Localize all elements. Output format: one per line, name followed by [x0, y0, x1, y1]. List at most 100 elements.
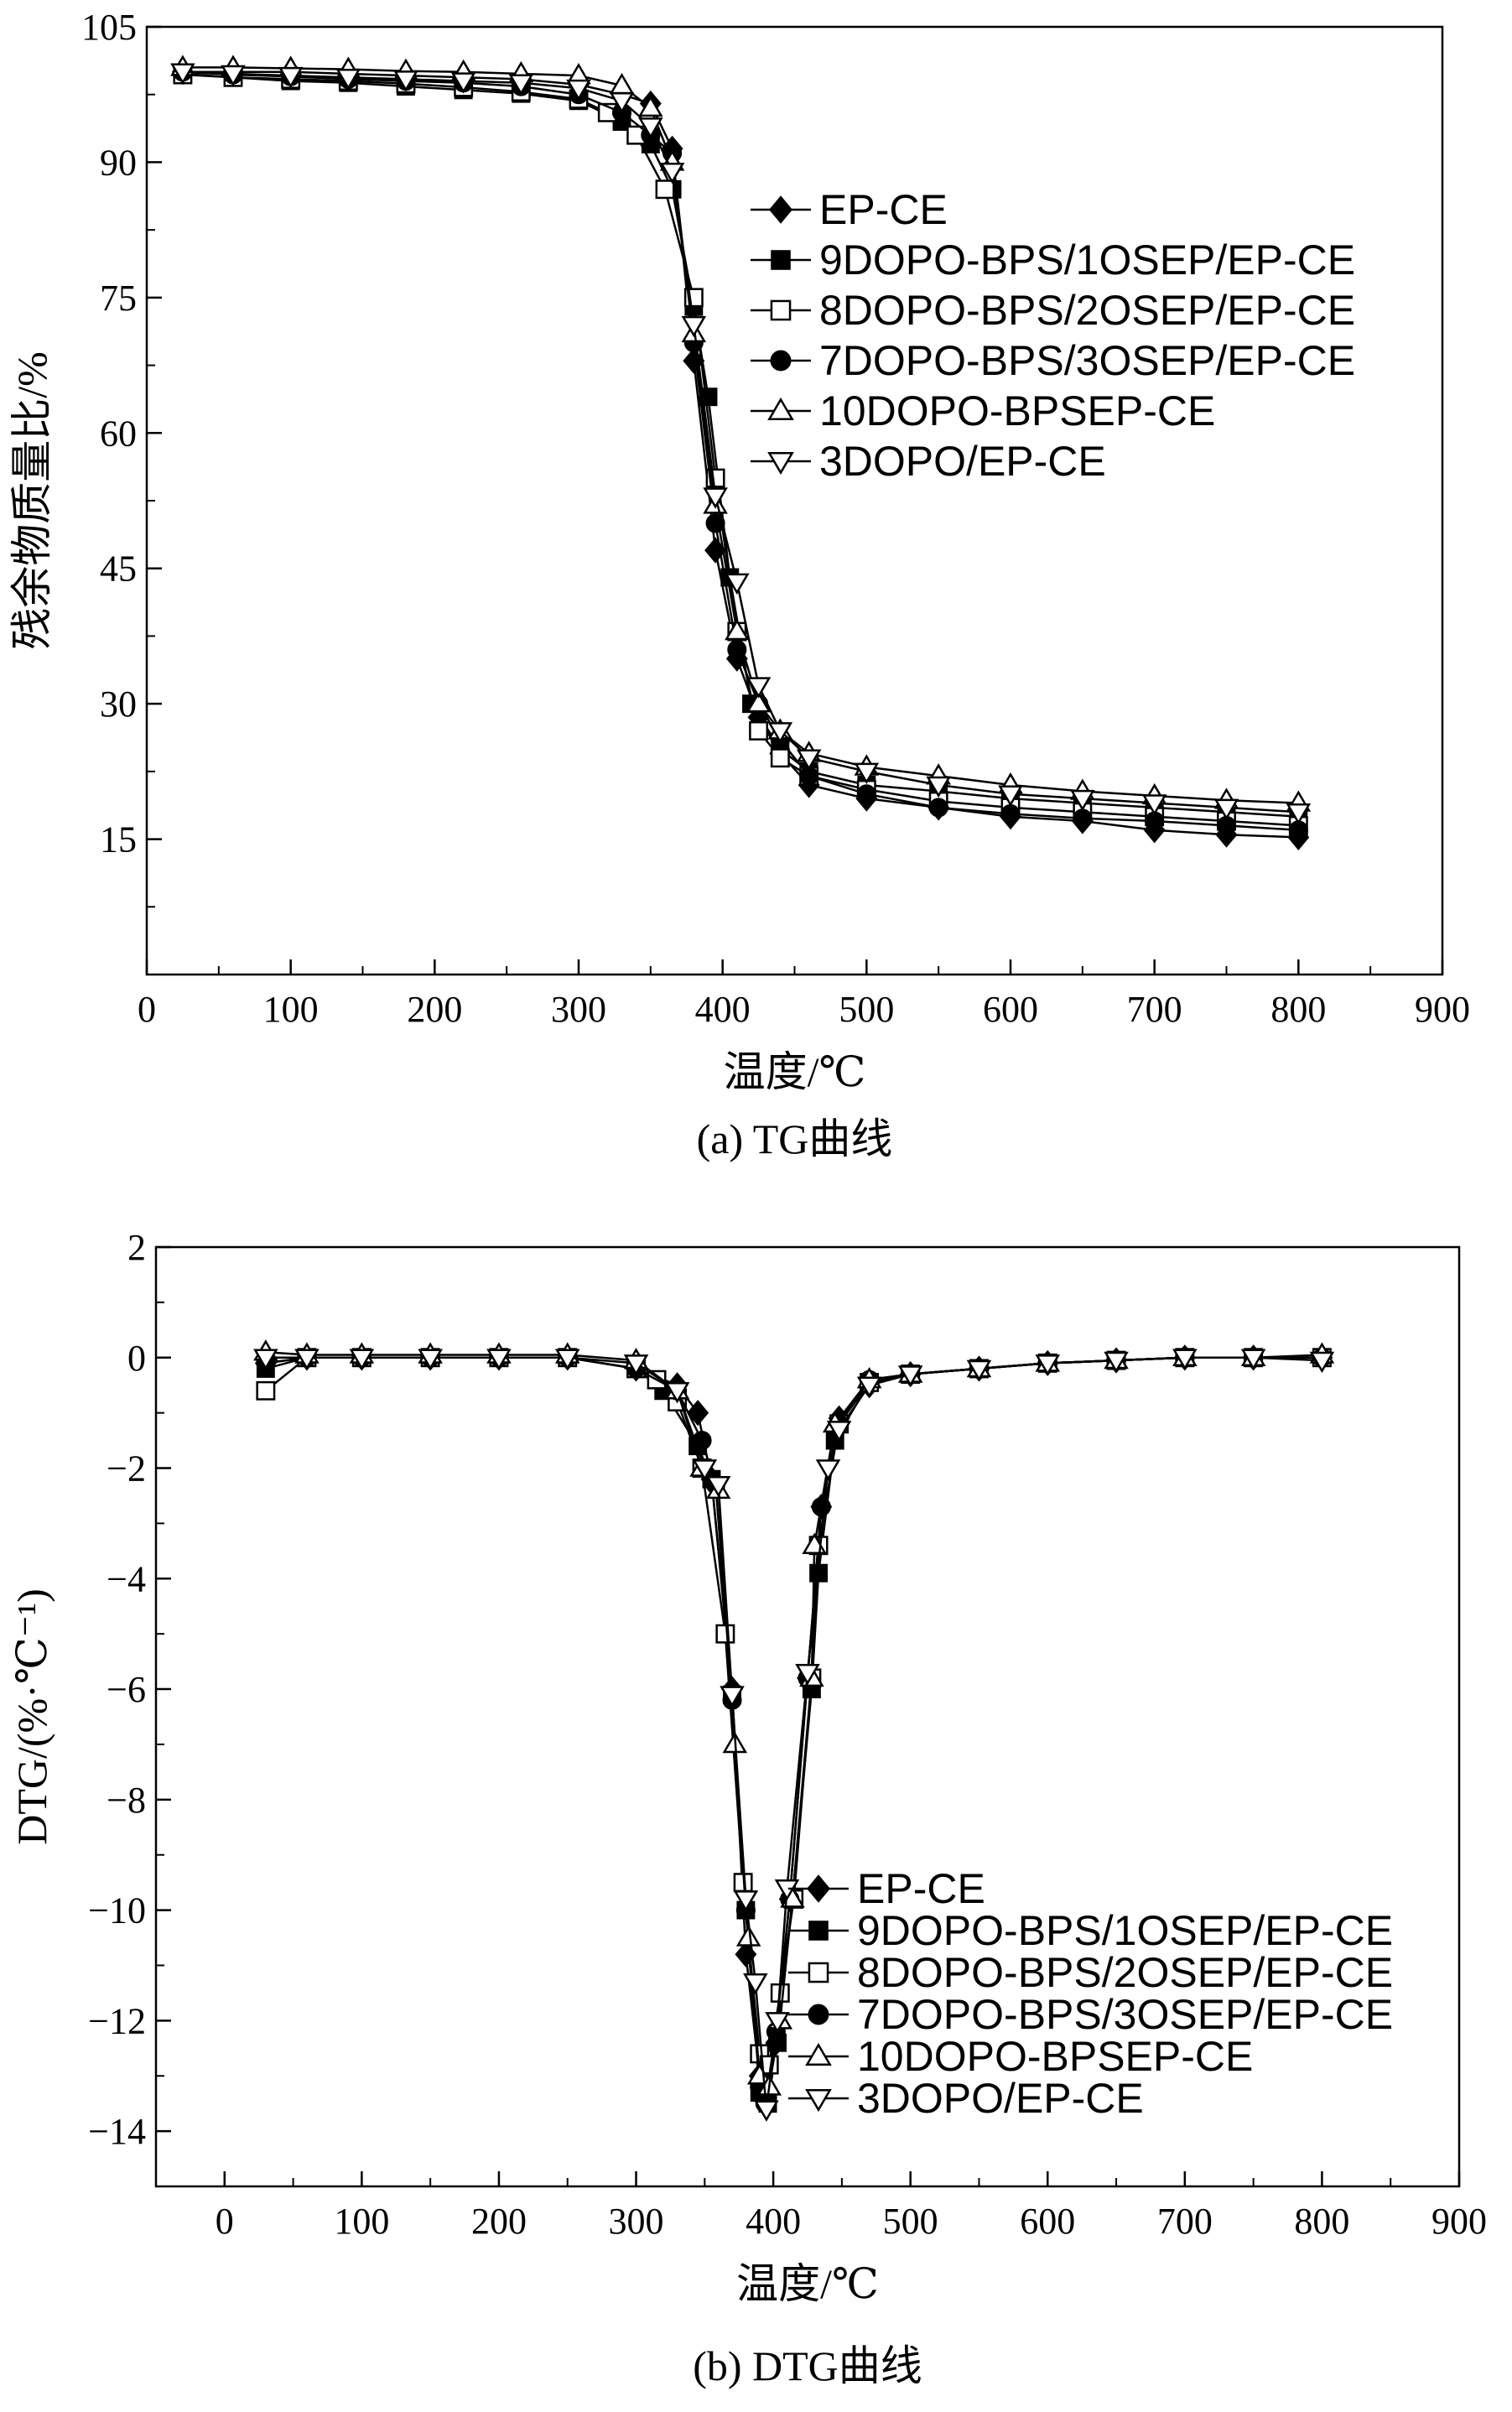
- data-point: [692, 1459, 718, 1481]
- data-point: [705, 1476, 731, 1498]
- legend-marker: [770, 299, 792, 321]
- series-line: [182, 70, 1299, 814]
- data-point: [1286, 803, 1312, 825]
- dtg-chart-panel: 0 100 200 300 400 500 600 700 800 900 −14 −12 −10 −8 −…: [0, 1199, 1512, 2412]
- series-line: [182, 72, 1299, 818]
- data-point: [856, 784, 876, 804]
- data-point: [335, 69, 361, 91]
- data-point: [486, 1349, 512, 1370]
- data-point: [720, 1686, 745, 1708]
- x-tick-label: 500: [883, 2201, 938, 2242]
- data-point: [1213, 798, 1239, 820]
- data-point: [765, 2012, 790, 2034]
- x-tick-label: 600: [1020, 2201, 1075, 2242]
- data-point: [767, 722, 793, 744]
- legend-label: 3DOPO/EP-CE: [857, 2075, 1144, 2122]
- data-point: [1141, 794, 1167, 816]
- legend-label: 7DOPO-BPS/3OSEP/EP-CE: [857, 1991, 1393, 2038]
- series-line: [182, 70, 1299, 832]
- data-point: [826, 1421, 852, 1443]
- data-point: [749, 720, 769, 741]
- data-point: [746, 2063, 772, 2085]
- y-tick-label: 2: [127, 1227, 146, 1268]
- data-point: [796, 749, 822, 771]
- y-tick-label: 15: [100, 819, 137, 860]
- y-tick-label: 75: [100, 278, 137, 319]
- data-point: [221, 65, 246, 87]
- y-tick-label: −2: [107, 1448, 146, 1489]
- chart-caption: (a) TG曲线: [697, 1115, 893, 1162]
- x-tick-label: 0: [216, 2201, 234, 2242]
- data-point: [256, 1380, 276, 1401]
- series-9dopo-bps-1osep-ep-ce: [173, 65, 1308, 826]
- data-point: [554, 1349, 580, 1370]
- dtg-chart-svg: 0 100 200 300 400 500 600 700 800 900 −14 −12 −10 −8 −…: [8, 1227, 1487, 2389]
- x-tick-label: 500: [839, 989, 894, 1030]
- legend-marker: [769, 195, 792, 224]
- legend-label: 8DOPO-BPS/2OSEP/EP-CE: [857, 1949, 1393, 1996]
- data-point: [815, 1459, 841, 1481]
- legend-label: 8DOPO-BPS/2OSEP/EP-CE: [819, 287, 1355, 334]
- data-point: [926, 776, 951, 798]
- y-tick-label: 60: [100, 413, 137, 454]
- data-point: [1104, 1351, 1129, 1374]
- data-point: [253, 1349, 278, 1370]
- legend-marker: [771, 250, 791, 270]
- data-point: [1172, 1349, 1198, 1370]
- chart-caption: (b) DTG曲线: [693, 2342, 922, 2389]
- x-tick-label: 0: [138, 989, 156, 1030]
- data-point: [746, 677, 772, 699]
- x-tick-label: 800: [1294, 2201, 1349, 2242]
- y-axis-title: 残余物质量比/%: [8, 351, 55, 650]
- legend-marker: [770, 350, 792, 372]
- x-tick-label: 200: [471, 2201, 527, 2242]
- y-tick-label: −6: [107, 1669, 146, 1710]
- legend-label: 7DOPO-BPS/3OSEP/EP-CE: [819, 337, 1355, 384]
- data-point: [349, 1349, 375, 1370]
- legend-label: 10DOPO-BPSEP-CE: [857, 2033, 1253, 2080]
- legend-marker: [808, 2004, 829, 2025]
- y-tick-label: −4: [107, 1558, 146, 1599]
- legend-label: EP-CE: [857, 1865, 985, 1912]
- x-tick-label: 700: [1127, 989, 1182, 1030]
- series-line: [182, 70, 1299, 839]
- data-point: [609, 91, 635, 114]
- y-tick-label: 105: [81, 7, 137, 48]
- y-tick-label: 30: [100, 684, 137, 725]
- data-point: [754, 2100, 779, 2122]
- legend-marker: [808, 1962, 829, 1983]
- data-point: [743, 1973, 768, 1995]
- x-tick-label: 100: [263, 989, 319, 1030]
- y-axis-title: DTG/(%·℃⁻¹): [8, 1588, 55, 1845]
- series-line: [182, 73, 1299, 827]
- legend-label: 10DOPO-BPSEP-CE: [819, 387, 1215, 434]
- data-point: [703, 487, 728, 509]
- x-tick-label: 200: [407, 989, 462, 1030]
- x-tick-label: 900: [1431, 2201, 1487, 2242]
- y-tick-label: −12: [88, 2000, 146, 2041]
- data-point: [508, 74, 534, 96]
- x-tick-label: 300: [609, 2201, 664, 2242]
- x-axis-title: 温度/℃: [736, 2260, 879, 2307]
- data-point: [1240, 1349, 1266, 1370]
- data-point: [638, 95, 663, 117]
- data-point: [418, 1349, 443, 1370]
- series-7dopo-bps-3osep-ep-ce: [173, 62, 1308, 840]
- data-point: [294, 1349, 320, 1370]
- data-point: [897, 1365, 923, 1387]
- data-point: [746, 691, 772, 713]
- legend-marker: [808, 1921, 829, 1941]
- legend-marker: [767, 452, 794, 476]
- data-point: [856, 1376, 882, 1398]
- tg-chart-svg: 0 100 200 300 400 500 600 700 800 900 15 30 45 60 75 90…: [8, 7, 1470, 1162]
- data-point: [566, 79, 591, 101]
- legend-label: 9DOPO-BPS/1OSEP/EP-CE: [857, 1907, 1393, 1954]
- series-8dopo-bps-2osep-ep-ce: [173, 65, 1308, 835]
- x-tick-label: 400: [695, 989, 751, 1030]
- data-point: [681, 315, 707, 338]
- legend-marker: [767, 397, 794, 420]
- x-axis-title: 温度/℃: [724, 1048, 866, 1095]
- data-point: [1035, 1354, 1061, 1376]
- x-tick-label: 100: [334, 2201, 389, 2242]
- legend-label: EP-CE: [819, 186, 948, 233]
